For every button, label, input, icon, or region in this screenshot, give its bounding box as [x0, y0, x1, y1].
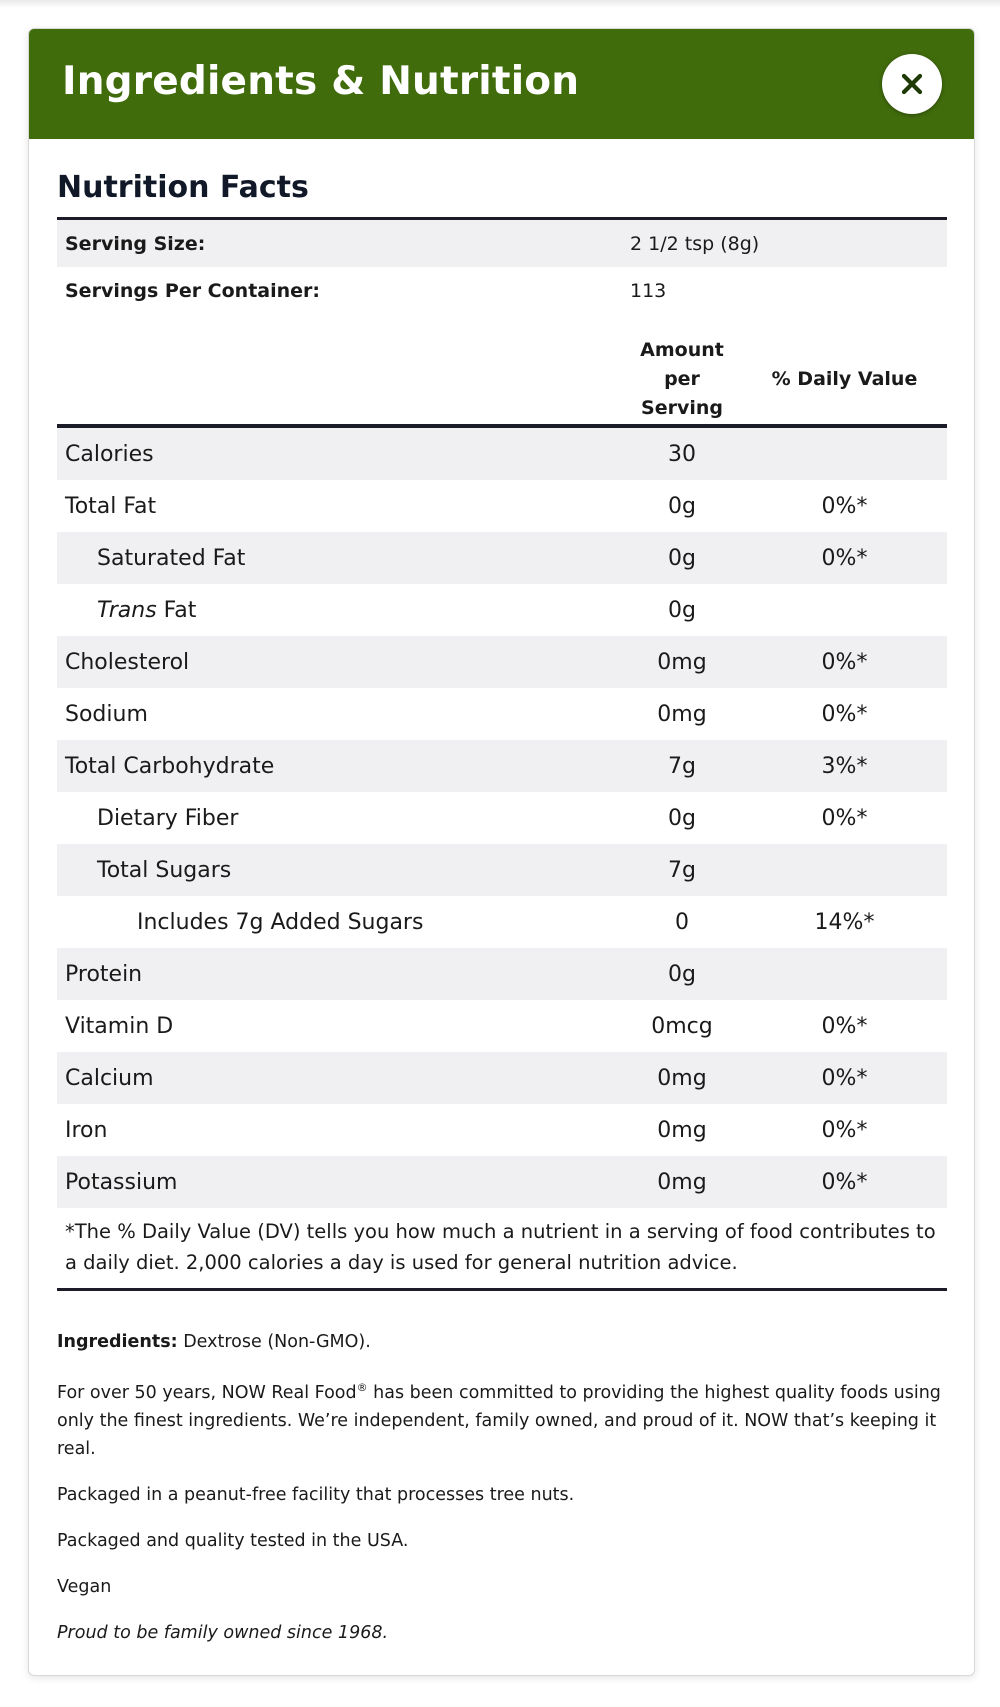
nutrient-row-added-sugars: Includes 7g Added Sugars 0 14%* — [57, 896, 947, 948]
nutrient-amount: 0g — [668, 597, 696, 623]
nutrient-amount: 0 — [675, 909, 689, 935]
nutrient-daily-value: 0%* — [821, 1117, 868, 1143]
nutrient-daily-value: 14%* — [814, 909, 875, 935]
daily-value-header: % Daily Value — [771, 368, 918, 390]
nutrient-amount: 0mg — [657, 1117, 707, 1143]
nutrient-name: Total Sugars — [97, 857, 232, 883]
nutrient-amount: 0mcg — [651, 1013, 713, 1039]
nutrient-row-iron: Iron 0mg 0%* — [57, 1104, 947, 1156]
nutrient-row-total-sugars: Total Sugars 7g — [57, 844, 947, 896]
nutrient-name: Saturated Fat — [97, 545, 246, 571]
servings-per-container-label: Servings Per Container: — [65, 279, 321, 302]
nutrient-name: Cholesterol — [65, 649, 190, 675]
nutrient-amount: 7g — [668, 857, 696, 883]
nutrient-name: Dietary Fiber — [97, 805, 239, 831]
nutrient-name: Protein — [65, 961, 143, 987]
nutrient-row-saturated-fat: Saturated Fat 0g 0%* — [57, 532, 947, 584]
amount-header-line1: Amount per — [640, 338, 724, 390]
nutrient-name: Total Fat — [65, 493, 157, 519]
nutrient-row-trans-fat: Trans Fat 0g — [57, 584, 947, 636]
nutrient-daily-value: 0%* — [821, 1169, 868, 1195]
nutrient-row-sodium: Sodium 0mg 0%* — [57, 688, 947, 740]
nutrient-daily-value: 0%* — [821, 649, 868, 675]
nutrient-amount: 30 — [668, 441, 696, 467]
nutrient-table: Calories 30 Total Fat 0g 0%* Saturated F… — [57, 428, 947, 1208]
serving-size-row: Serving Size: 2 1/2 tsp (8g) — [57, 220, 947, 267]
nutrient-daily-value: 0%* — [821, 701, 868, 727]
nutrient-row-protein: Protein 0g — [57, 948, 947, 1000]
nutrition-facts-title: Nutrition Facts — [57, 170, 309, 205]
trans-rest-label: Fat — [156, 597, 197, 623]
nutrient-row-total-fat: Total Fat 0g 0%* — [57, 480, 947, 532]
close-button[interactable] — [882, 54, 942, 114]
nutrient-daily-value: 0%* — [821, 545, 868, 571]
nutrient-amount: 0g — [668, 961, 696, 987]
nutrient-name: Trans Fat — [57, 598, 622, 623]
facility-paragraph: Packaged in a peanut-free facility that … — [57, 1485, 575, 1505]
nutrient-daily-value: 0%* — [821, 1013, 868, 1039]
nutrient-daily-value: 0%* — [821, 1065, 868, 1091]
nutrient-daily-value: 3%* — [821, 753, 868, 779]
nutrient-name: Vitamin D — [65, 1013, 174, 1039]
amount-per-serving-header: Amount per Serving — [622, 336, 742, 423]
nutrient-amount: 0mg — [657, 701, 707, 727]
servings-per-container-row: Servings Per Container: 113 — [57, 267, 947, 314]
top-divider — [57, 217, 947, 220]
nutrient-amount: 7g — [668, 753, 696, 779]
brand-text-part1: For over 50 years, NOW Real Food — [57, 1383, 357, 1403]
nutrient-name: Iron — [65, 1117, 108, 1143]
ingredients-paragraph: Ingredients: Dextrose (Non-GMO). — [57, 1328, 947, 1356]
column-header-row: Amount per Serving % Daily Value — [57, 339, 947, 419]
tagline-paragraph: Proud to be family owned since 1968. — [57, 1623, 389, 1643]
modal-title: Ingredients & Nutrition — [62, 59, 580, 104]
trans-italic-label: Trans — [97, 597, 157, 623]
nutrient-amount: 0mg — [657, 1169, 707, 1195]
ingredients-label: Ingredients: — [57, 1332, 178, 1352]
nutrient-amount: 0g — [668, 545, 696, 571]
nutrient-row-dietary-fiber: Dietary Fiber 0g 0%* — [57, 792, 947, 844]
nutrient-amount: 0mg — [657, 1065, 707, 1091]
servings-per-container-value: 113 — [630, 279, 667, 302]
amount-header-line2: Serving — [641, 396, 723, 419]
nutrient-name: Calories — [65, 441, 154, 467]
nutrition-modal: Ingredients & Nutrition Nutrition Facts … — [28, 28, 975, 1676]
nutrient-row-cholesterol: Cholesterol 0mg 0%* — [57, 636, 947, 688]
nutrient-name: Total Carbohydrate — [65, 753, 275, 779]
nutrient-name: Sodium — [65, 701, 148, 727]
modal-content: Nutrition Facts Serving Size: 2 1/2 tsp … — [57, 159, 947, 1647]
bottom-divider — [57, 1288, 947, 1291]
close-icon — [901, 73, 923, 95]
serving-size-label: Serving Size: — [65, 232, 206, 255]
nutrient-amount: 0g — [668, 493, 696, 519]
nutrient-row-potassium: Potassium 0mg 0%* — [57, 1156, 947, 1208]
ingredients-value: Dextrose (Non-GMO). — [177, 1332, 371, 1352]
vegan-paragraph: Vegan — [57, 1577, 112, 1597]
header-divider — [57, 424, 947, 428]
nutrient-amount: 0mg — [657, 649, 707, 675]
brand-text-part2: has been committed to providing the high… — [57, 1383, 941, 1459]
nutrient-name: Calcium — [65, 1065, 154, 1091]
nutrient-row-calories: Calories 30 — [57, 428, 947, 480]
brand-paragraph: For over 50 years, NOW Real Food® has be… — [57, 1374, 947, 1463]
nutrient-row-calcium: Calcium 0mg 0%* — [57, 1052, 947, 1104]
nutrient-daily-value: 0%* — [821, 493, 868, 519]
serving-size-value: 2 1/2 tsp (8g) — [630, 232, 760, 255]
tested-paragraph: Packaged and quality tested in the USA. — [57, 1531, 409, 1551]
nutrient-row-total-carbohydrate: Total Carbohydrate 7g 3%* — [57, 740, 947, 792]
nutrient-amount: 0g — [668, 805, 696, 831]
page-top-shadow — [0, 0, 1000, 8]
registered-mark: ® — [356, 1381, 368, 1394]
modal-header: Ingredients & Nutrition — [29, 29, 974, 139]
nutrient-row-vitamin-d: Vitamin D 0mcg 0%* — [57, 1000, 947, 1052]
nutrient-name: Includes 7g Added Sugars — [137, 909, 424, 935]
nutrient-name: Potassium — [65, 1169, 178, 1195]
nutrient-daily-value: 0%* — [821, 805, 868, 831]
daily-value-footnote: *The % Daily Value (DV) tells you how mu… — [65, 1220, 936, 1274]
